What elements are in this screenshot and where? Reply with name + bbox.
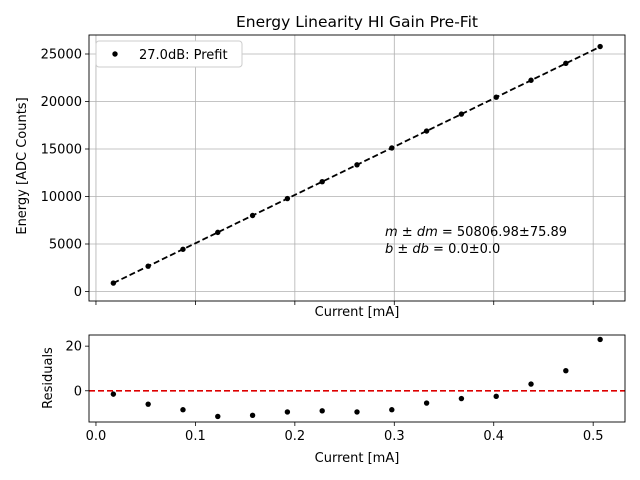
main-data-point bbox=[249, 212, 256, 219]
residual-ticks: 0.0 0.1 0.2 0.3 0.4 0.5 0 20 bbox=[65, 340, 603, 444]
residual-x-tick-label: 0.3 bbox=[384, 429, 405, 444]
residual-x-tick-label: 0.2 bbox=[285, 429, 306, 444]
main-data-point bbox=[110, 280, 117, 286]
residual-data-point bbox=[493, 393, 499, 400]
main-y-tick-label: 10000 bbox=[41, 190, 82, 205]
residual-data-point bbox=[215, 413, 221, 420]
main-chart: Energy Linearity HI Gain Pre-Fit 0 5000 10… bbox=[15, 13, 626, 320]
main-y-tick-label: 0 bbox=[74, 285, 82, 300]
legend-marker bbox=[112, 51, 118, 57]
residual-axes-frame bbox=[88, 334, 626, 423]
residual-data-point bbox=[528, 381, 534, 387]
main-points bbox=[110, 43, 603, 286]
fit-intercept-value: = 0.0±0.0 bbox=[429, 242, 500, 257]
fit-slope-value: = 50806.98±75.89 bbox=[438, 225, 567, 240]
legend: 27.0dB: Prefit bbox=[95, 40, 243, 68]
main-x-axis-label: Current [mA] bbox=[315, 305, 400, 320]
residual-data-point bbox=[354, 409, 360, 415]
residual-x-tick-label: 0.5 bbox=[583, 429, 604, 444]
main-data-point bbox=[284, 195, 291, 202]
residual-data-point bbox=[145, 401, 151, 407]
residual-x-tick-label: 0.0 bbox=[86, 429, 107, 444]
residual-chart: 0.0 0.1 0.2 0.3 0.4 0.5 0 20 Current [mA] Resid… bbox=[41, 334, 626, 466]
residual-x-tick-label: 0.4 bbox=[483, 429, 504, 444]
residual-data-point bbox=[284, 409, 291, 415]
legend-label: 27.0dB: Prefit bbox=[139, 48, 228, 63]
fit-intercept-text: b ± db = 0.0±0.0 bbox=[385, 242, 500, 257]
main-data-point bbox=[180, 246, 186, 252]
main-data-point bbox=[215, 229, 221, 236]
main-data-point bbox=[145, 263, 151, 269]
residual-points bbox=[110, 336, 603, 420]
main-data-point bbox=[389, 145, 395, 151]
residual-data-point bbox=[423, 400, 430, 406]
main-axes-frame bbox=[88, 34, 626, 302]
chart-title: Energy Linearity HI Gain Pre-Fit bbox=[236, 13, 478, 31]
residual-data-point bbox=[389, 407, 395, 413]
main-data-point bbox=[319, 178, 325, 185]
main-data-point bbox=[423, 128, 430, 134]
main-y-tick-label: 5000 bbox=[49, 238, 82, 253]
residual-data-point bbox=[110, 391, 117, 397]
residual-data-point bbox=[458, 395, 465, 402]
main-y-tick-label: 25000 bbox=[41, 48, 82, 63]
main-data-point bbox=[563, 60, 569, 67]
residual-y-tick-label: 0 bbox=[74, 384, 82, 399]
fit-slope-math: m ± dm bbox=[385, 225, 438, 240]
main-data-point bbox=[354, 162, 360, 168]
main-y-tick-label: 20000 bbox=[41, 95, 82, 110]
residual-y-tick-label: 20 bbox=[65, 340, 82, 355]
residual-data-point bbox=[249, 412, 256, 419]
fit-annotation: m ± dm = 50806.98±75.89 b ± db = 0.0±0.0 bbox=[385, 225, 567, 257]
main-data-point bbox=[458, 111, 465, 117]
main-y-axis-label: Energy [ADC Counts] bbox=[15, 97, 30, 234]
residual-x-axis-label: Current [mA] bbox=[315, 451, 400, 466]
main-ticks: 0 5000 10000 15000 20000 25000 bbox=[41, 48, 594, 305]
residual-data-point bbox=[563, 367, 569, 374]
residual-data-point bbox=[319, 408, 325, 414]
residual-data-point bbox=[180, 407, 186, 413]
main-data-point bbox=[597, 43, 603, 50]
residual-y-axis-label: Residuals bbox=[41, 347, 56, 409]
residual-data-point bbox=[597, 336, 603, 343]
residual-x-tick-label: 0.1 bbox=[185, 429, 206, 444]
main-grid bbox=[89, 35, 625, 301]
legend-box bbox=[95, 40, 243, 68]
main-data-point bbox=[528, 77, 534, 83]
main-y-tick-label: 15000 bbox=[41, 143, 82, 158]
fit-slope-text: m ± dm = 50806.98±75.89 bbox=[385, 225, 567, 240]
main-data-point bbox=[493, 94, 499, 100]
fit-intercept-math: b ± db bbox=[385, 242, 429, 257]
